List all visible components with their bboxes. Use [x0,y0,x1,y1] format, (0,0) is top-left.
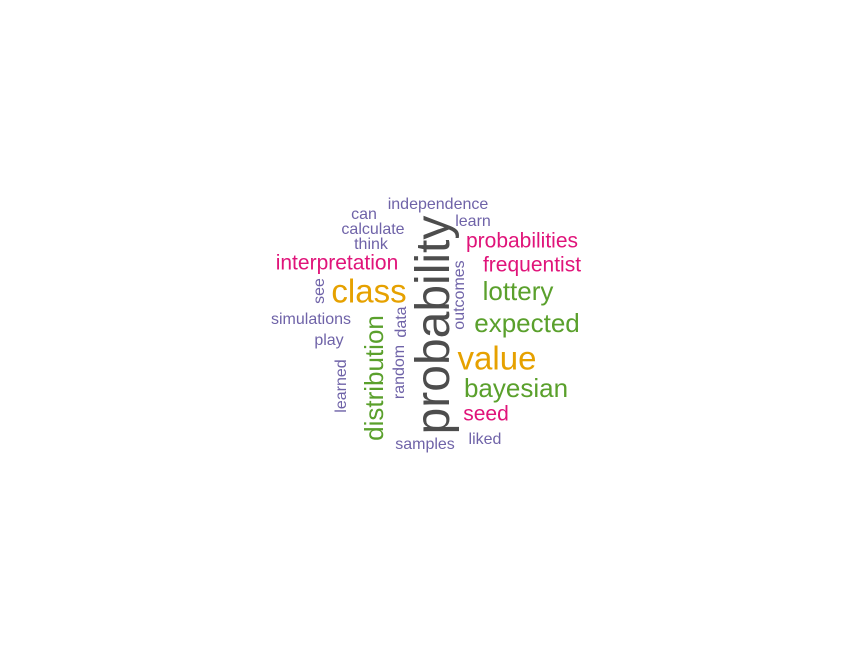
word-lottery: lottery [482,276,554,306]
word-frequentist: frequentist [482,253,582,277]
word-expected: expected [474,308,580,338]
word-distribution: distribution [359,315,389,441]
word-learn: learn [455,213,491,230]
word-simulations: simulations [270,311,352,328]
word-value: value [457,339,537,377]
word-samples: samples [395,436,455,453]
word-independence: independence [387,196,489,213]
word-think: think [354,236,388,253]
word-calculate: calculate [341,221,405,238]
word-probabilities: probabilities [465,229,579,253]
word-outcomes: outcomes [451,260,468,330]
word-liked: liked [468,431,502,448]
word-bayesian: bayesian [463,373,569,403]
word-can: can [351,206,377,223]
word-see: see [311,278,328,304]
word-interpretation: interpretation [275,251,399,275]
word-learned: learned [333,359,350,413]
word-play: play [314,332,344,349]
word-class: class [331,272,407,310]
word-seed: seed [463,402,509,426]
word-random: random [391,344,408,400]
word-data: data [393,306,410,338]
